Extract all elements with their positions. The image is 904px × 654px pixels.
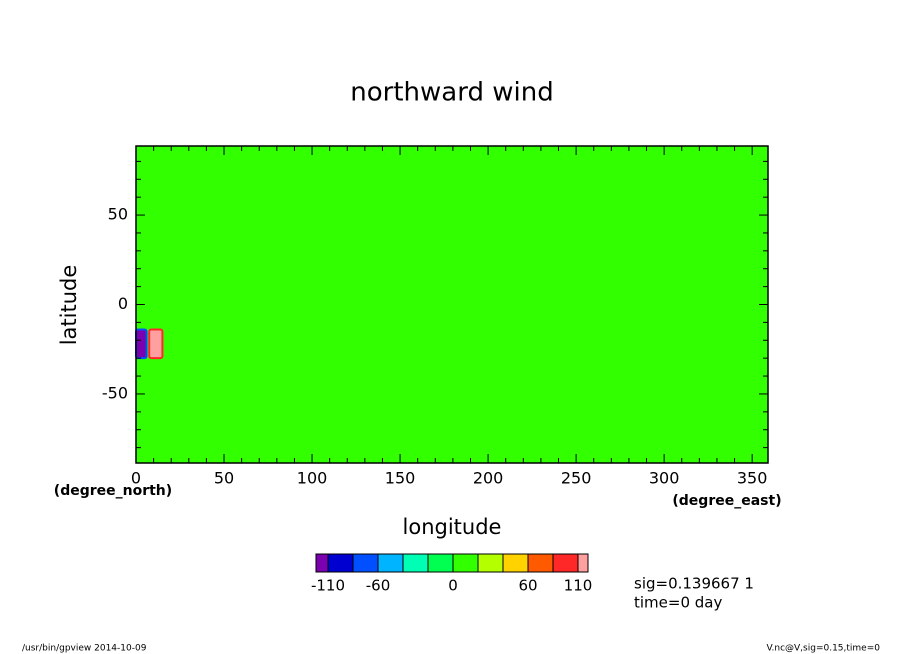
footer-left: /usr/bin/gpview 2014-10-09: [22, 644, 147, 654]
colorbar-tick-label: -110: [311, 577, 345, 595]
x-axis-label: longitude: [403, 515, 502, 539]
colorbar-box: [502, 553, 529, 573]
field-background: [136, 146, 768, 463]
colorbar-box: [552, 553, 579, 573]
info-text: time=0 day: [634, 594, 722, 612]
colorbar-box: [577, 553, 589, 573]
x-tick-label: 350: [737, 469, 768, 488]
colorbar-box: [327, 553, 354, 573]
colorbar-tick-label: 110: [564, 577, 593, 595]
x-tick-label: 0: [131, 469, 141, 488]
colorbar-tick-label: 0: [448, 577, 458, 595]
contour-cell: [135, 328, 148, 360]
contour-cell: [148, 328, 164, 360]
colorbar-box: [527, 553, 554, 573]
footer-right: V.nc@V,sig=0.15,time=0: [767, 644, 881, 654]
x-units: (degree_east): [672, 493, 781, 509]
x-tick-label: 200: [473, 469, 504, 488]
y-units: (degree_north): [54, 483, 172, 499]
y-tick-label: -50: [102, 383, 128, 402]
x-tick-label: 250: [561, 469, 592, 488]
x-tick-label: 150: [385, 469, 416, 488]
y-axis-label: latitude: [57, 265, 81, 346]
colorbar-box: [352, 553, 379, 573]
colorbar-box: [402, 553, 429, 573]
colorbar-tick-label: 60: [518, 577, 537, 595]
colorbar-box: [315, 553, 329, 573]
chart-title: northward wind: [350, 78, 553, 108]
colorbar-box: [452, 553, 479, 573]
colorbar-tick-label: -60: [366, 577, 391, 595]
info-text: sig=0.139667 1: [634, 575, 754, 593]
x-tick-label: 100: [297, 469, 328, 488]
y-tick-label: 0: [118, 294, 128, 313]
y-tick-label: 50: [108, 205, 128, 224]
x-tick-label: 50: [214, 469, 234, 488]
colorbar-box: [477, 553, 504, 573]
x-tick-label: 300: [649, 469, 680, 488]
colorbar-box: [427, 553, 454, 573]
colorbar-box: [377, 553, 404, 573]
